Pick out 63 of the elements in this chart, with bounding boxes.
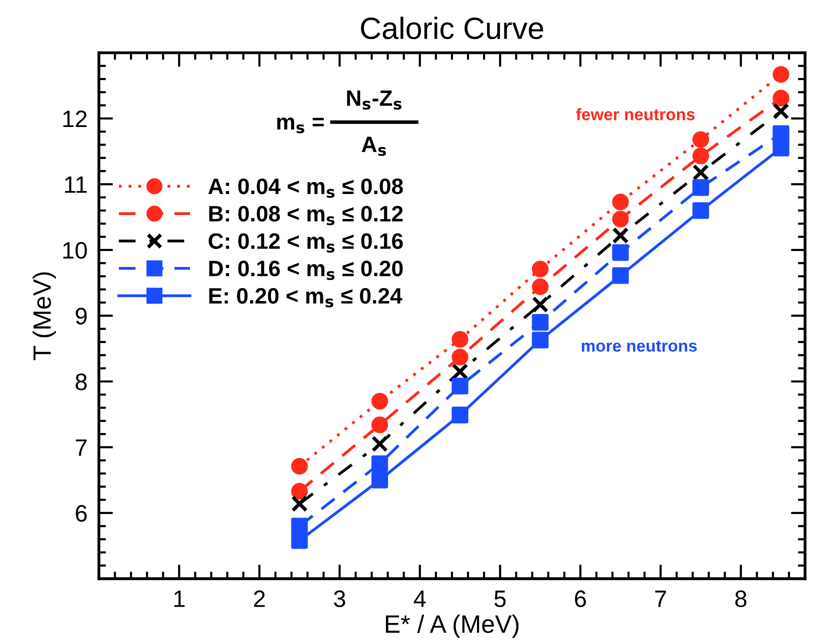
legend-label: C: 0.12 < m$_{s}$ ≤ 0.16 [208,233,403,253]
annotation: A$_{s}$ [362,136,386,156]
y-tick-label: 9 [76,308,87,324]
x-tick-label: 6 [574,590,586,608]
x-tick-label: 2 [254,590,265,607]
point [532,278,549,296]
point [692,131,710,148]
legend-label: E: 0.20 < m$_{s}$ ≤ 0.24 [209,288,402,308]
y-tick-label: 8 [76,374,87,390]
y-tick-label: 7 [76,440,87,456]
x-tick-label: 1 [174,590,185,607]
annotation: more neutrons [582,340,697,352]
legend-label: B: 0.08 < m$_{s}$ ≤ 0.12 [209,206,403,226]
point [371,436,388,452]
point [532,332,549,348]
y-tick-label: 6 [76,505,87,522]
point [612,227,629,244]
point [371,392,388,410]
point [532,296,549,313]
point [532,314,549,331]
point [452,331,468,348]
annotation: N$_{s}$-Z$_{s}$ [347,90,402,110]
point [612,210,629,228]
point [612,194,629,210]
y-axis-title: T (MeV) [32,272,56,360]
legend-label: D: 0.16 < m$_{s}$ ≤ 0.20 [209,260,403,280]
point [692,202,710,219]
point [371,416,388,434]
point [291,518,308,534]
y-tick-label: 10 [63,242,87,259]
x-tick-label: 7 [655,590,666,607]
point [291,482,308,500]
point [371,472,388,488]
point [291,532,308,549]
point [772,90,790,106]
point [452,348,468,366]
annotation: m$_{s}$ = [277,117,324,134]
point [692,179,710,196]
point [452,363,468,380]
x-tick-label: 4 [414,590,426,607]
point [452,378,468,394]
point [772,125,790,142]
point [452,406,468,424]
point [532,260,549,278]
point [612,267,629,284]
point [291,458,308,475]
point [371,455,388,472]
annotation: fewer neutrons [576,108,695,120]
point [772,102,790,120]
x-tick-label: 5 [494,590,506,608]
x-tick-label: 8 [735,590,746,608]
point [692,164,710,181]
point [612,244,629,261]
y-tick-label: 11 [65,176,87,193]
chart-title: Caloric Curve [360,16,544,40]
point [291,495,308,512]
point [772,140,790,156]
x-tick-label: 3 [334,590,346,608]
point [692,148,710,164]
legend-label: A: 0.04 < m$_{s}$ ≤ 0.08 [208,178,403,198]
x-axis-title: E* / A (MeV) [386,614,518,638]
y-tick-label: 12 [63,110,87,128]
point [772,66,790,83]
